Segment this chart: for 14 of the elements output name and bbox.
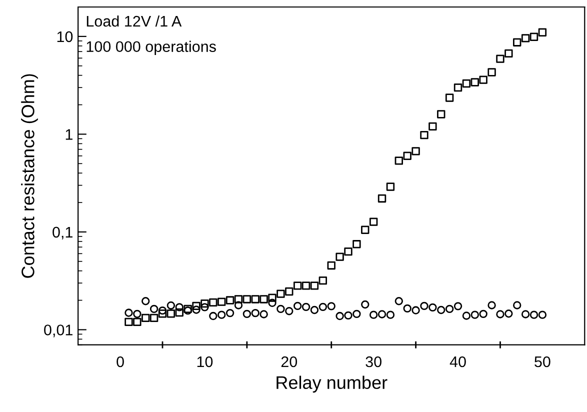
y-tick-label: 0,1 [52,226,72,240]
x-tick-label: 10 [197,356,213,368]
y-axis-title: Contact resistance (Ohm) [21,74,38,278]
annotation: 100 000 operations [86,40,216,56]
y-tick-label: 1 [66,129,72,140]
annotation: Load 12V /1 A [86,15,182,27]
y-tick-label: 0,01 [44,324,72,338]
y-tick-label: 10 [57,31,73,42]
x-tick-label: 30 [366,356,382,368]
x-tick-label: 20 [281,356,298,368]
x-axis-title: Relay number [276,376,388,393]
x-tick-label: 50 [534,356,550,368]
x-tick-label: 40 [450,356,466,368]
x-tick-label: 0 [116,356,124,368]
